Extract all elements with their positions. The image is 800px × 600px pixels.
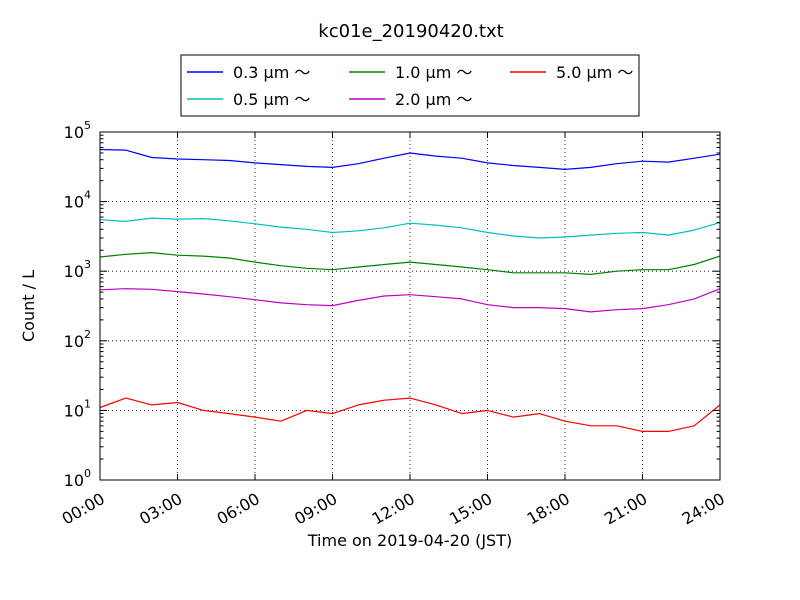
x-tick-label: 15:00 — [446, 489, 495, 529]
y-axis-label: Count / L — [19, 270, 38, 342]
x-tick-label: 12:00 — [369, 489, 418, 529]
series-lines — [99, 148, 721, 432]
x-axis-label: Time on 2019-04-20 (JST) — [307, 531, 512, 550]
legend: 0.3 μm ～ 0.5 μm ～ 1.0 μm ～ 2.0 μm ～ 5.0 μm ～ — [180, 54, 640, 117]
y-tick-label: 100 — [64, 467, 91, 490]
y-tick-label: 103 — [64, 258, 91, 281]
legend-label-4: 5.0 μm ～ — [556, 63, 633, 82]
series-line-4 — [99, 397, 721, 432]
series-line-3 — [99, 288, 721, 313]
x-tick-label: 00:00 — [59, 489, 108, 529]
y-tick-label: 104 — [64, 189, 91, 212]
x-tick-label: 24:00 — [679, 489, 728, 529]
x-tick-label: 21:00 — [601, 489, 650, 529]
y-tick-exponent: 3 — [84, 258, 91, 271]
y-tick-exponent: 4 — [84, 189, 91, 202]
series-line-1 — [99, 217, 721, 239]
x-tick-label: 18:00 — [524, 489, 573, 529]
series-line-0 — [99, 148, 721, 170]
y-tick-exponent: 5 — [84, 119, 91, 132]
axis-ticks: 00:00 03:00 06:00 09:00 12:00 15:00 18:00 21:00… — [59, 119, 728, 529]
y-tick-label: 102 — [64, 328, 91, 351]
legend-label-3: 2.0 μm ～ — [395, 90, 472, 109]
y-tick-exponent: 1 — [84, 397, 91, 410]
chart-title: kc01e_20190420.txt — [318, 21, 503, 42]
legend-label-1: 0.5 μm ～ — [233, 90, 310, 109]
x-tick-label: 03:00 — [136, 489, 185, 529]
series-line-2 — [99, 252, 721, 275]
x-tick-label: 06:00 — [214, 489, 263, 529]
y-tick-label: 105 — [64, 119, 91, 142]
legend-label-0: 0.3 μm ～ — [233, 63, 310, 82]
legend-label-2: 1.0 μm ～ — [395, 63, 472, 82]
y-tick-exponent: 2 — [84, 328, 91, 341]
legend-frame — [180, 54, 640, 117]
y-tick-label: 101 — [64, 397, 91, 420]
x-tick-label: 09:00 — [291, 489, 340, 529]
y-tick-exponent: 0 — [84, 467, 91, 480]
